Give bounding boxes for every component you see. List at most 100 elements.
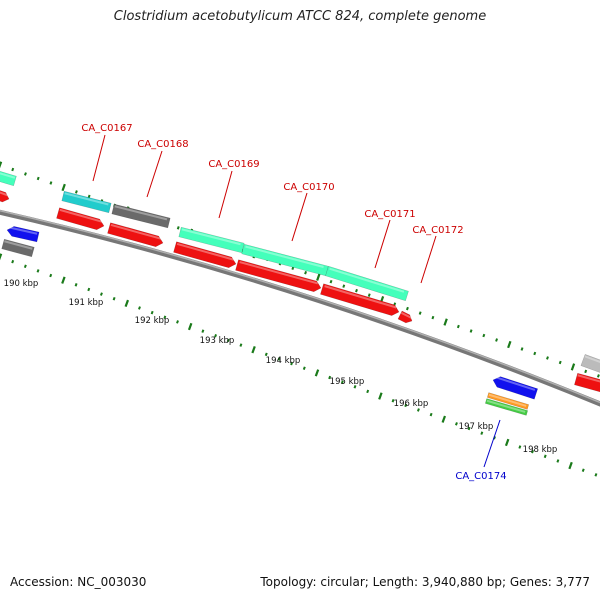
outer-tick-mark <box>61 183 66 192</box>
gene-label: CA_C0167 <box>81 123 132 134</box>
gene-block-mint <box>0 171 17 187</box>
outer-tick-mark <box>469 329 473 333</box>
inner-tick-mark <box>378 392 383 400</box>
outer-tick-mark <box>342 284 346 288</box>
outer-tick-mark <box>507 340 512 349</box>
kbp-label: 197 kbp <box>459 422 494 432</box>
inner-tick-mark <box>328 375 332 380</box>
gene-arrow-red <box>107 222 164 247</box>
genome-backbone <box>0 209 600 407</box>
gene-block-red <box>574 372 600 393</box>
gene-block-grey-sheen <box>114 205 168 221</box>
gene-block-mint-sheen <box>329 267 405 293</box>
inner-tick-mark <box>99 292 103 296</box>
kbp-label: 194 kbp <box>266 356 301 366</box>
outer-tick-mark <box>431 315 435 320</box>
kbp-label: 198 kbp <box>523 445 558 455</box>
callout-leader-line <box>374 219 391 269</box>
gene-label: CA_C0171 <box>364 209 415 220</box>
inner-tick-mark <box>429 412 433 417</box>
outer-tick-mark <box>443 318 448 326</box>
gene-arrow-red <box>0 190 10 203</box>
inner-tick-mark <box>226 338 230 343</box>
inner-tick-mark <box>61 276 66 284</box>
inner-tick-mark <box>556 459 560 463</box>
gene-arrow-red <box>235 259 322 292</box>
outer-tick-mark <box>316 273 321 281</box>
outer-tick-mark <box>533 351 537 356</box>
inner-tick-mark <box>455 422 458 426</box>
inner-tick-mark <box>467 426 471 431</box>
gene-block-lightgrey-sheen <box>584 355 600 363</box>
kbp-label: 193 kbp <box>200 336 235 346</box>
inner-tick-mark <box>353 385 357 389</box>
outer-tick-mark <box>49 181 53 185</box>
gene-arrow-blue-sheen <box>494 376 536 391</box>
outer-tick-mark <box>584 369 588 374</box>
inner-tick-mark <box>404 403 408 408</box>
gene-arrow-red <box>397 310 413 324</box>
gene-label: CA_C0172 <box>412 225 463 236</box>
kbp-label: 196 kbp <box>394 399 429 409</box>
inner-tick-mark <box>581 468 585 472</box>
outer-tick-mark <box>456 324 460 329</box>
inner-tick-mark <box>74 283 78 287</box>
kbp-label: 192 kbp <box>135 316 170 326</box>
gene-block-grey <box>111 203 171 229</box>
kbp-label: 190 kbp <box>4 279 39 289</box>
inner-tick-mark <box>176 320 179 324</box>
inner-tick-mark <box>314 369 320 377</box>
gene-arrow-red-sheen <box>400 312 413 320</box>
gene-arrow-red-sheen <box>176 243 235 261</box>
feature-layer <box>0 171 600 416</box>
gene-block-teal-sheen <box>64 192 109 206</box>
genome-backbone-highlight <box>0 210 600 404</box>
callout-leader-line <box>420 235 437 284</box>
inner-tick-mark <box>23 264 27 269</box>
gene-block-mint-sheen <box>181 228 241 246</box>
gene-arrow-red-sheen <box>110 224 162 240</box>
outer-tick-mark <box>596 374 600 378</box>
kbp-label: 191 kbp <box>69 298 104 308</box>
inner-tick-mark <box>416 408 420 412</box>
outer-tick-mark <box>11 167 15 172</box>
inner-tick-mark <box>366 389 370 394</box>
inner-tick-mark <box>11 259 15 264</box>
genome-summary-text: Topology: circular; Length: 3,940,880 bp… <box>260 575 590 589</box>
outer-tick-mark <box>520 347 524 351</box>
inner-tick-mark <box>0 253 3 261</box>
inner-tick-mark <box>163 315 167 320</box>
kbp-labels: 190 kbp 191 kbp 192 kbp 193 kbp 194 kbp 195 k… <box>4 279 558 455</box>
outer-tick-mark <box>87 194 91 199</box>
label-callouts: CA_C0167 CA_C0168 CA_C0169 CA_C0170 CA_C0171… <box>81 123 506 482</box>
outer-tick-mark <box>418 311 422 315</box>
inner-tick-mark <box>150 310 154 315</box>
inner-tick-mark <box>594 473 598 477</box>
gene-arrow-red-sheen <box>0 191 10 197</box>
gene-label: CA_C0168 <box>137 139 188 150</box>
backbone-layer <box>0 209 600 407</box>
gene-label: CA_C0174 <box>455 471 506 482</box>
outer-tick-mark <box>24 172 27 176</box>
outer-tick-mark <box>495 338 499 342</box>
inner-tick-mark <box>302 366 306 370</box>
outer-tick-mark <box>355 288 358 293</box>
outer-tick-mark <box>304 270 308 275</box>
callout-leader-line <box>92 134 106 182</box>
gene-arrow-red-sheen <box>324 285 397 309</box>
inner-tick-mark <box>504 438 510 447</box>
gene-arrow-blue <box>6 226 40 243</box>
inner-tick-mark <box>214 334 218 338</box>
outer-tick-mark <box>329 279 333 284</box>
gene-block-grey-sheen <box>4 240 33 250</box>
accession-text: Accession: NC_003030 <box>10 575 147 589</box>
gene-block-grey <box>1 238 35 258</box>
outer-tick-mark <box>570 363 576 371</box>
inner-tick-mark <box>112 296 116 301</box>
outer-tick-mark <box>74 190 78 194</box>
inner-tick-mark <box>480 431 484 435</box>
gene-label: CA_C0169 <box>208 159 259 170</box>
gene-arrow-blue <box>492 376 539 400</box>
outer-tick-mark <box>0 161 3 169</box>
inner-tick-mark <box>543 454 547 459</box>
